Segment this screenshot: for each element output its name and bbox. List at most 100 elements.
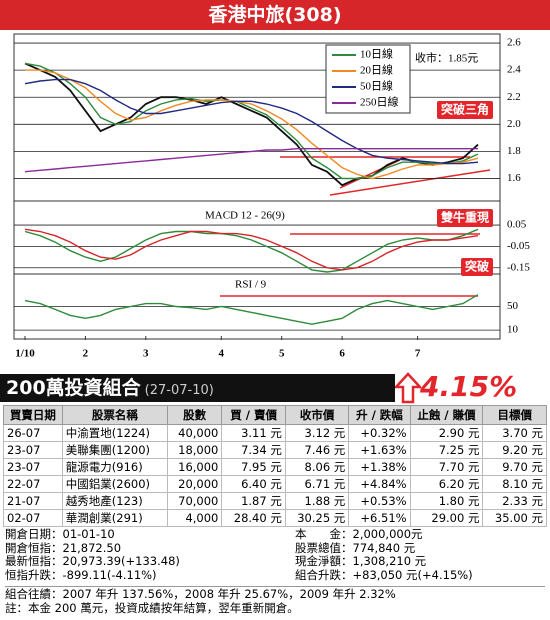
series-line bbox=[25, 69, 479, 180]
note-line: 組合往績：2007 年升 137.56%，2008 年升 25.67%，2009… bbox=[5, 587, 396, 601]
table-cell: 1.80 元 bbox=[409, 492, 484, 510]
table-row: 22-07 中國鋁業(2600) 20,000 6.40 元 6.71 元 +4.84% 6… bbox=[3, 475, 547, 493]
table-cell: +6.51% bbox=[348, 509, 411, 527]
column-header: 目標價 bbox=[482, 405, 547, 425]
y-tick-label: 2.0 bbox=[507, 118, 521, 130]
info-line: 本 金：2,000,000元 bbox=[295, 527, 423, 541]
column-header: 升 / 跌幅 bbox=[348, 405, 411, 425]
table-row: 21-07 越秀地產(123) 70,000 1.87 元 1.88 元 +0.53% 1.… bbox=[3, 492, 547, 510]
table-cell: 6.20 元 bbox=[409, 475, 484, 493]
table-cell: 3.12 元 bbox=[284, 424, 350, 442]
table-cell: 1.87 元 bbox=[221, 492, 286, 510]
annotation: 突破 bbox=[465, 259, 489, 274]
close-label: 收市：1.85元 bbox=[415, 51, 478, 65]
info-line: 開倉日期：01-01-10 bbox=[5, 527, 115, 541]
y-tick-label: 1.6 bbox=[507, 172, 521, 184]
table-cell: 4,000 bbox=[166, 509, 223, 527]
table-cell: 龍源電力(916) bbox=[61, 458, 168, 476]
info-line: 股票總值：774,840 元 bbox=[295, 540, 416, 555]
legend-label: 50日線 bbox=[360, 79, 393, 93]
title: 香港中旅(308) bbox=[0, 0, 550, 30]
table-cell: 7.70 元 bbox=[409, 458, 484, 476]
annotation-box bbox=[460, 258, 493, 276]
table-cell: 23-07 bbox=[3, 458, 63, 476]
y-tick-label: 10 bbox=[507, 324, 519, 336]
table-cell: 7.25 元 bbox=[409, 441, 484, 459]
table-cell: +4.84% bbox=[348, 475, 411, 493]
x-tick-label: 4 bbox=[219, 348, 225, 360]
triangle-line bbox=[329, 169, 491, 196]
x-tick-label: 1/10 bbox=[15, 348, 35, 360]
table-cell: 美聯集團(1200) bbox=[61, 441, 168, 459]
column-header: 買 / 賣價 bbox=[221, 405, 286, 425]
column-header: 股票名稱 bbox=[61, 405, 168, 425]
plot-frame bbox=[13, 33, 501, 340]
info-line: 組合升跌：+83,050 元(+4.15%) bbox=[295, 567, 473, 582]
y-tick-label: 2.2 bbox=[507, 91, 521, 103]
chart: 1.6 1.8 2.0 2.2 2.4 2.6 10日線 20日線 50日線 250日線 收市：1.… bbox=[13, 33, 530, 360]
annotation-box bbox=[436, 101, 493, 119]
info-line: 現金淨額：1,308,210 元 bbox=[295, 554, 427, 568]
table-cell: 8.06 元 bbox=[284, 458, 350, 476]
column-header: 股數 bbox=[166, 405, 223, 425]
table-row: 26-07 中渝置地(1224) 40,000 3.11 元 3.12 元 +0.32% 2… bbox=[3, 424, 547, 442]
table-cell: 7.95 元 bbox=[221, 458, 286, 476]
table-cell: 40,000 bbox=[166, 424, 223, 442]
table-cell: 6.40 元 bbox=[221, 475, 286, 493]
annotation-box bbox=[436, 209, 493, 227]
table-cell: 16,000 bbox=[166, 458, 223, 476]
up-arrow bbox=[395, 372, 421, 404]
panel-title: MACD 12 - 26(9) bbox=[205, 210, 285, 222]
table-cell: 30.25 元 bbox=[284, 509, 350, 527]
y-tick-label: 1.8 bbox=[507, 145, 521, 157]
panel-title: RSI / 9 bbox=[235, 279, 267, 291]
table-cell: 7.34 元 bbox=[221, 441, 286, 459]
table-cell: 21-07 bbox=[3, 492, 63, 510]
section-date: (27-07-10) bbox=[144, 383, 214, 398]
table-cell: +0.32% bbox=[348, 424, 411, 442]
series-line bbox=[24, 228, 479, 271]
section-title: 200萬投資組合 bbox=[6, 377, 141, 399]
table-cell: 7.46 元 bbox=[284, 441, 350, 459]
table-cell: 1.88 元 bbox=[284, 492, 350, 510]
table-row: 02-07 華潤創業(291) 4,000 28.40 元 30.25 元 +6.51% 2… bbox=[3, 509, 547, 527]
table-cell: 18,000 bbox=[166, 441, 223, 459]
table-cell: 華潤創業(291) bbox=[61, 509, 168, 527]
series-line bbox=[24, 148, 478, 173]
series-line bbox=[24, 62, 479, 187]
legend-label: 10日線 bbox=[360, 47, 393, 61]
table-cell: +0.53% bbox=[348, 492, 411, 510]
column-header: 買賣日期 bbox=[3, 405, 63, 425]
series-line bbox=[24, 78, 479, 165]
series-line bbox=[24, 294, 479, 325]
series-line bbox=[24, 62, 479, 180]
table-cell: 3.11 元 bbox=[221, 424, 286, 442]
annotation: 雙牛重現 bbox=[441, 210, 489, 225]
table-cell: +1.38% bbox=[348, 458, 411, 476]
table-cell: 20,000 bbox=[166, 475, 223, 493]
section-bar: 200萬投資組合 (27-07-10) bbox=[0, 374, 395, 402]
info-line: 恒指升跌：-899.11(-4.11%) bbox=[5, 567, 157, 582]
legend-label: 20日線 bbox=[360, 63, 393, 77]
table-cell: 28.40 元 bbox=[221, 509, 286, 527]
table-cell: 8.10 元 bbox=[482, 475, 547, 493]
table-row: 23-07 龍源電力(916) 16,000 7.95 元 8.06 元 +1.38% 7.… bbox=[3, 458, 547, 476]
column-header: 止蝕 / 賺價 bbox=[409, 405, 484, 425]
table-cell: +1.63% bbox=[348, 441, 411, 459]
portfolio-change: 4.15% bbox=[420, 370, 518, 403]
y-tick-label: 0.05 bbox=[507, 219, 527, 231]
info-line: 最新恒指：20,973.39(+133.48) bbox=[5, 554, 180, 568]
x-tick-label: 3 bbox=[143, 348, 149, 360]
note-line: 註：本金 200 萬元，投資成績按年結算，翌年重新開倉。 bbox=[5, 601, 299, 615]
column-header: 收市價 bbox=[284, 405, 350, 425]
y-tick-label: -0.05 bbox=[507, 240, 530, 252]
table-cell: 越秀地產(123) bbox=[61, 492, 168, 510]
y-tick-label: -0.15 bbox=[507, 261, 530, 273]
table-cell: 中國鋁業(2600) bbox=[61, 475, 168, 493]
notes: 組合往績：2007 年升 137.56%，2008 年升 25.67%，2009… bbox=[5, 586, 545, 615]
table-cell: 02-07 bbox=[3, 509, 63, 527]
section-header: 200萬投資組合 (27-07-10) 4.15% bbox=[0, 370, 550, 404]
table-cell: 23-07 bbox=[3, 441, 63, 459]
table-row: 23-07 美聯集團(1200) 18,000 7.34 元 7.46 元 +1.63% 7… bbox=[3, 441, 547, 459]
info-line: 開倉恒指：21,872.50 bbox=[5, 540, 122, 555]
